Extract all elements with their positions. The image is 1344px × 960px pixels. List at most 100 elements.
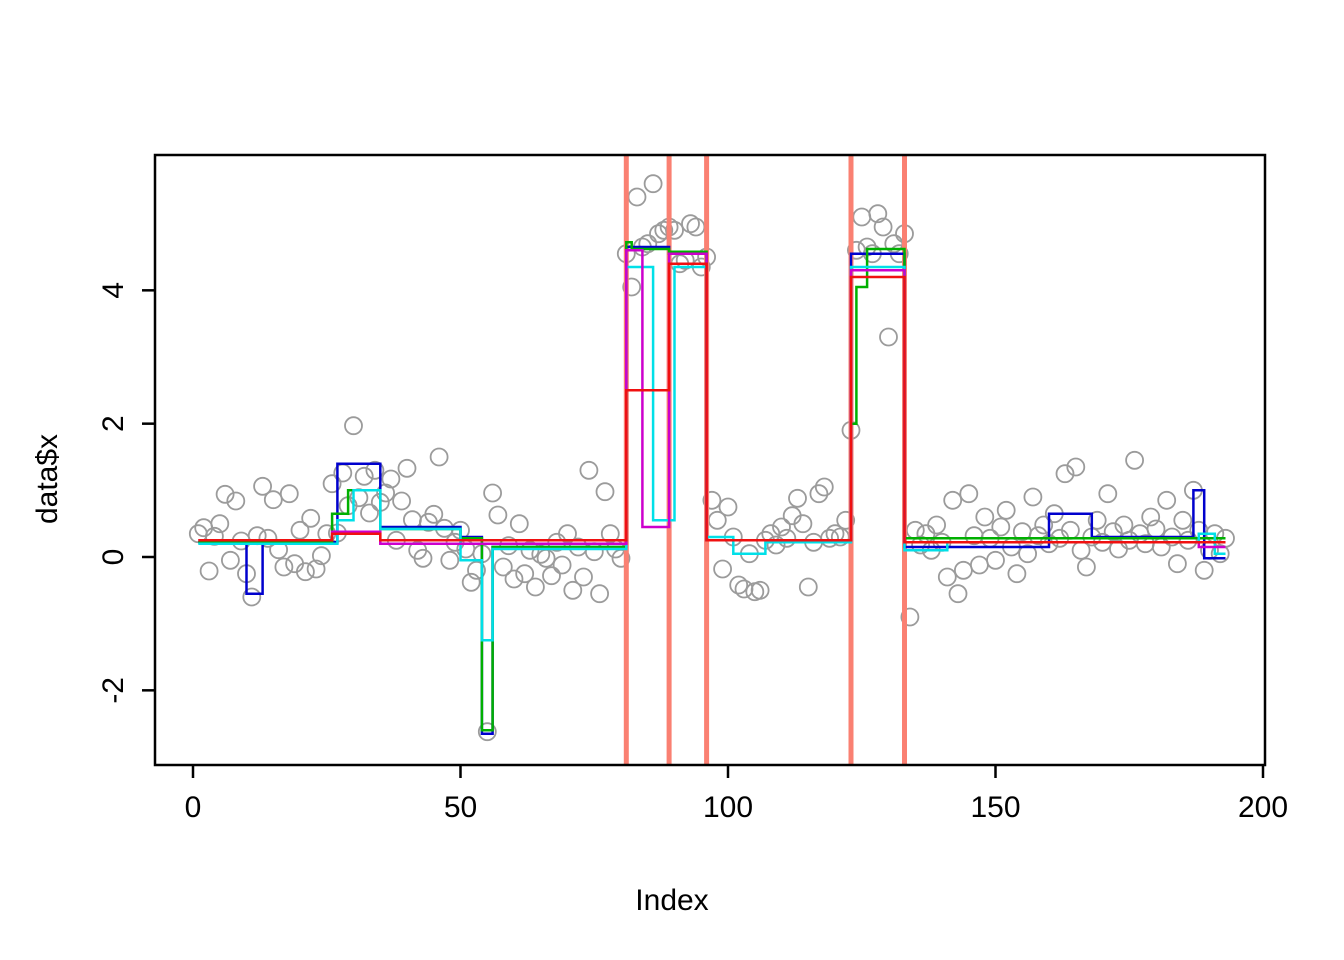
x-tick-label: 150 [970, 791, 1020, 824]
scatter-point [210, 514, 230, 534]
scatter-point [311, 546, 331, 566]
x-tick-label: 100 [703, 791, 753, 824]
scatter-point [424, 504, 444, 524]
scatter-point [954, 560, 973, 580]
scatter-point [916, 524, 936, 544]
scatter-point [365, 460, 385, 480]
scatter-point [381, 469, 401, 489]
scatter-point [1023, 487, 1043, 507]
scatter-point [1168, 554, 1187, 574]
scatter-point [295, 562, 315, 582]
scatter-point [515, 564, 535, 584]
scatter-point [1103, 522, 1123, 542]
scatter-point [558, 524, 577, 544]
scatter-point [542, 566, 561, 586]
scatter-point [809, 484, 829, 504]
green-step-fit [198, 241, 1226, 732]
scatter-point [873, 217, 893, 237]
scatter-point [215, 484, 235, 504]
scatter-point [681, 214, 700, 234]
scatter-point [1157, 490, 1177, 510]
y-tick-label: 0 [97, 549, 130, 566]
scatter-point [402, 510, 422, 530]
scatter-point [654, 220, 674, 240]
scatter-point [638, 234, 658, 254]
blue-step-fit [198, 245, 1226, 735]
scatter-point [1066, 457, 1086, 477]
scatter-point [199, 561, 219, 581]
scatter-point [354, 466, 374, 486]
scatter-point [879, 327, 898, 347]
scatter-point [718, 497, 738, 517]
scatter-point [836, 510, 856, 530]
scatter-point [253, 476, 273, 496]
scatter-point [483, 483, 503, 503]
scatter-point [686, 217, 706, 237]
scatter-point [627, 187, 647, 207]
scatter-point [713, 559, 732, 579]
scatter-point [852, 207, 872, 227]
scatter-point [1178, 530, 1198, 550]
y-tick-label: -2 [97, 677, 130, 704]
scatter-point [226, 491, 246, 511]
scatter-point [440, 550, 460, 570]
scatter-point [526, 577, 545, 597]
scatter-point [750, 580, 770, 600]
scatter-point [788, 488, 807, 508]
scatter-point [461, 572, 481, 592]
scatter-point [959, 484, 979, 504]
scatter-point [579, 460, 599, 480]
scatter-point [766, 535, 786, 555]
scatter-point [574, 567, 593, 587]
scatter-point [536, 548, 556, 568]
y-axis-label: data$x [31, 433, 64, 525]
scatter-point [595, 482, 615, 502]
plot-border [153, 153, 1267, 767]
scatter-point [413, 548, 433, 568]
y-tick-label: 4 [97, 282, 130, 299]
scatter-point [1034, 515, 1054, 535]
scatter-point [927, 515, 946, 535]
scatter-point [1125, 450, 1144, 470]
scatter-point [948, 584, 968, 604]
scatter-point [499, 536, 519, 556]
scatter-point [820, 528, 839, 548]
scatter-point [1055, 464, 1075, 484]
scatter-point [622, 277, 642, 297]
scatter-point [290, 520, 310, 540]
y-tick-label: 2 [97, 415, 130, 432]
scatter-point [445, 532, 465, 552]
scatter-point [242, 587, 262, 607]
scatter-point [729, 575, 749, 595]
scatter-point [943, 490, 963, 510]
x-tick-label: 0 [185, 791, 202, 824]
scatter-point [1007, 564, 1027, 584]
scatter-point [477, 722, 497, 742]
scatter-point [996, 500, 1016, 520]
scatter-point [986, 550, 1005, 570]
scatter-point [590, 584, 609, 604]
scatter-point [734, 579, 754, 599]
scatter-point [429, 447, 449, 467]
red-step-fit [198, 262, 1226, 544]
scatter-point [793, 514, 813, 534]
scatter-point [493, 557, 513, 577]
scatter-point [937, 567, 957, 587]
x-tick-label: 200 [1238, 791, 1288, 824]
scatter-point [814, 477, 834, 497]
scatter-point [970, 555, 989, 575]
scatter-point [504, 569, 524, 589]
scatter-point [900, 607, 920, 627]
scatter-point [397, 458, 417, 478]
scatter-point [360, 503, 379, 523]
scatter-point [301, 508, 321, 528]
scatter-point [279, 484, 299, 504]
scatter-point [1173, 510, 1193, 530]
scatter-point [975, 507, 995, 527]
scatter-point [868, 204, 888, 224]
scatter-point [563, 580, 583, 600]
scatter-point [1098, 484, 1118, 504]
scatter-point [467, 560, 486, 580]
